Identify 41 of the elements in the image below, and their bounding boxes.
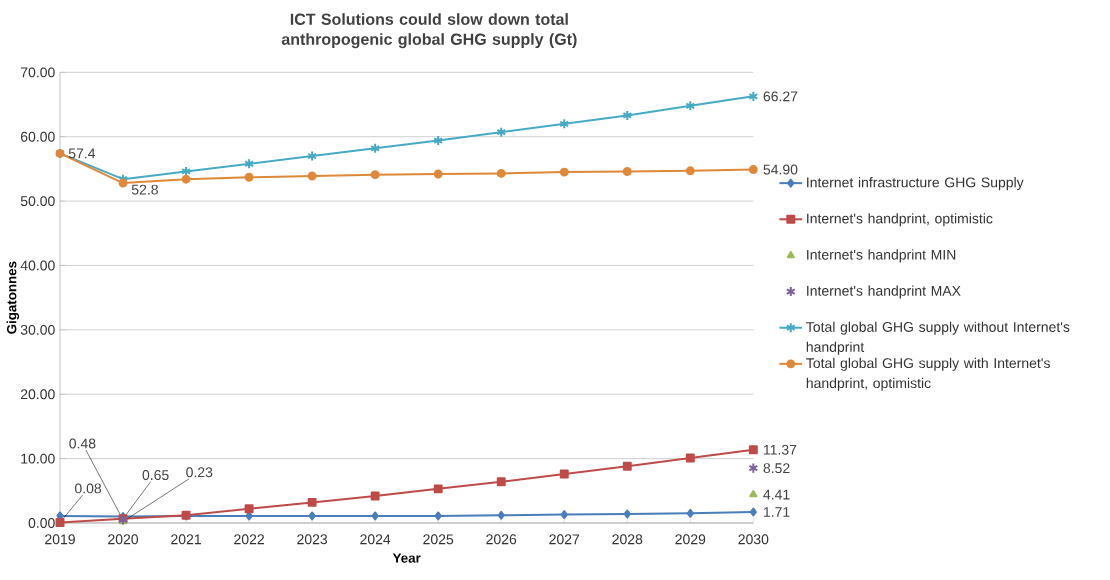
x-tick-label: 2029 bbox=[675, 534, 706, 545]
data-label: 4.41 bbox=[763, 489, 790, 500]
legend-label: Internet's handprint MIN bbox=[807, 249, 956, 263]
y-tick-label: 60.00 bbox=[20, 131, 55, 142]
data-label: 66.27 bbox=[763, 91, 798, 102]
x-tick-label: 2019 bbox=[45, 534, 75, 545]
data-label: 57.4 bbox=[68, 148, 96, 159]
legend-label: Total global GHG supply with Internet's handprint, optimistic bbox=[806, 357, 1050, 391]
x-tick-label: 2026 bbox=[486, 534, 517, 545]
y-tick-label: 20.00 bbox=[20, 389, 55, 400]
data-label: 8.52 bbox=[763, 463, 790, 474]
x-tick-label: 2030 bbox=[738, 534, 769, 545]
legend-label: Internet infrastructure GHG Supply bbox=[807, 177, 1024, 191]
data-label: 1.71 bbox=[764, 507, 790, 517]
x-tick-label: 2023 bbox=[297, 534, 328, 545]
data-label: 11.37 bbox=[764, 444, 797, 455]
x-tick-label: 2025 bbox=[423, 534, 454, 545]
data-label: 0.65 bbox=[142, 470, 169, 481]
data-label: 54.90 bbox=[763, 164, 798, 175]
x-tick-label: 2021 bbox=[171, 534, 201, 545]
x-tick-label: 2020 bbox=[108, 534, 139, 545]
x-tick-label: 2027 bbox=[549, 534, 580, 545]
x-axis-title: Year bbox=[392, 553, 421, 563]
legend-label: Total global GHG supply without Internet's handprint bbox=[806, 321, 1070, 355]
x-tick-label: 2022 bbox=[234, 534, 264, 545]
y-tick-label: 30.00 bbox=[20, 324, 55, 335]
y-tick-label: 10.00 bbox=[21, 453, 55, 464]
y-tick-label: 0.00 bbox=[28, 518, 55, 528]
data-label: 0.48 bbox=[69, 438, 96, 449]
data-label: 0.23 bbox=[186, 467, 213, 478]
legend-label: Internet's handprint MAX bbox=[807, 285, 961, 299]
legend-label: Internet's handprint, optimistic bbox=[807, 213, 993, 227]
data-label: 52.8 bbox=[131, 184, 158, 195]
x-tick-label: 2024 bbox=[360, 534, 391, 545]
x-tick-label: 2028 bbox=[612, 534, 643, 545]
y-tick-label: 40.00 bbox=[20, 260, 55, 271]
data-label: 0.08 bbox=[74, 483, 102, 494]
chart-title: ICT Solutions could slow down total anthropogenic global GHG supply (Gt) bbox=[281, 13, 577, 49]
y-tick-label: 70.00 bbox=[20, 67, 55, 78]
y-axis-title: Gigatonnes bbox=[6, 261, 20, 334]
y-tick-label: 50.00 bbox=[20, 196, 55, 207]
